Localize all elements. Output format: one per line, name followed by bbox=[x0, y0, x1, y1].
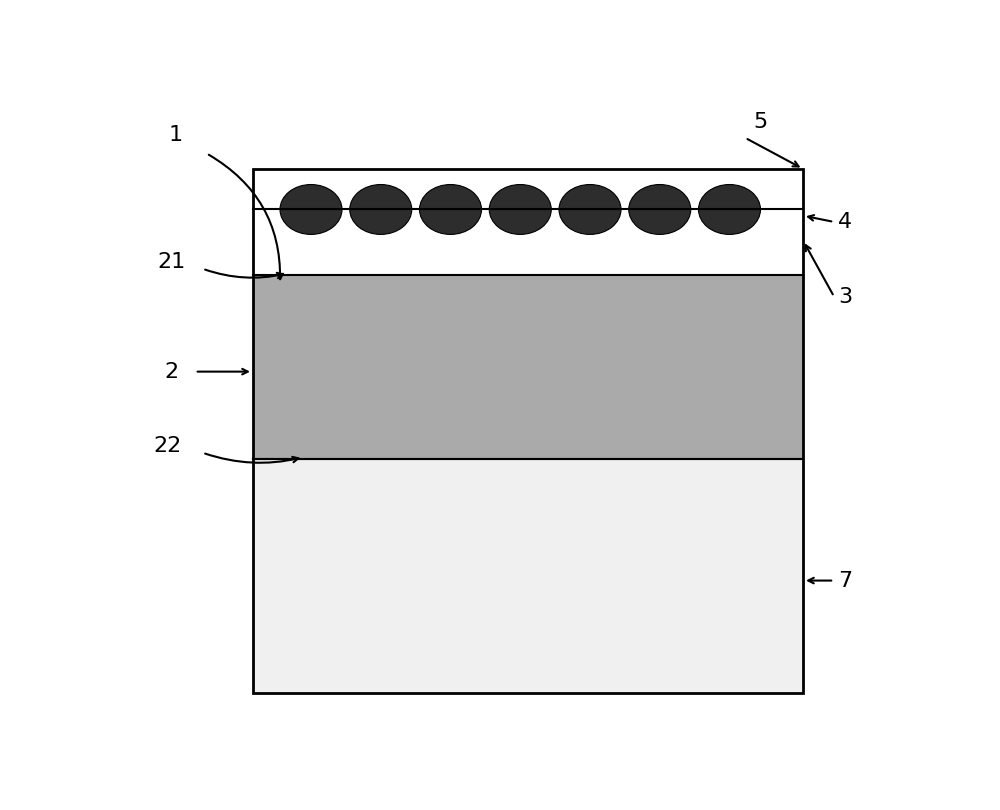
Wedge shape bbox=[559, 210, 621, 234]
Wedge shape bbox=[280, 210, 342, 234]
Bar bbox=[253, 275, 803, 459]
Wedge shape bbox=[350, 210, 412, 234]
Bar bbox=[253, 169, 803, 693]
Text: 2: 2 bbox=[164, 361, 179, 382]
Bar bbox=[253, 169, 803, 210]
Text: 5: 5 bbox=[753, 112, 768, 132]
Bar bbox=[253, 210, 803, 275]
Wedge shape bbox=[629, 210, 691, 234]
Wedge shape bbox=[489, 185, 551, 210]
Text: 3: 3 bbox=[838, 287, 852, 307]
Wedge shape bbox=[698, 185, 761, 210]
Bar bbox=[253, 459, 803, 693]
Text: 4: 4 bbox=[838, 212, 852, 232]
Wedge shape bbox=[350, 185, 412, 210]
Wedge shape bbox=[280, 185, 342, 210]
Wedge shape bbox=[629, 185, 691, 210]
Wedge shape bbox=[420, 210, 482, 234]
Text: 1: 1 bbox=[168, 125, 182, 145]
Text: 21: 21 bbox=[157, 253, 186, 272]
Text: 7: 7 bbox=[838, 570, 852, 590]
Wedge shape bbox=[420, 185, 482, 210]
Text: 22: 22 bbox=[154, 437, 182, 457]
Wedge shape bbox=[559, 185, 621, 210]
Wedge shape bbox=[489, 210, 551, 234]
Wedge shape bbox=[698, 210, 761, 234]
